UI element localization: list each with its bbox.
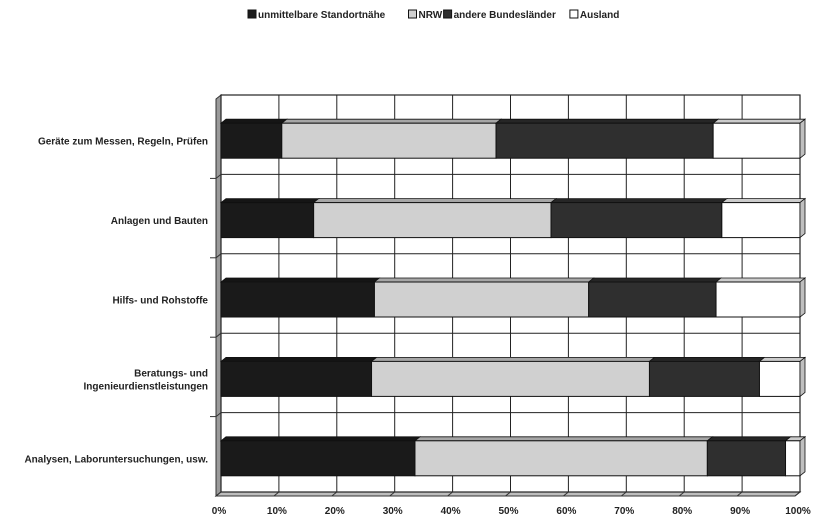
legend-label-andere-bundeslander: andere Bundesländer	[454, 10, 556, 21]
bar-group-analysen-laboruntersuchungen-usw	[219, 435, 807, 477]
bar-ausland-beratungs-und-ingenieurdienstleistungen-top	[758, 356, 807, 362]
bar-unmittelbare-standortnahe-analysen-laboruntersuchungen-usw-top	[219, 436, 422, 442]
bar-nrw-analysen-laboruntersuchungen-usw	[414, 440, 708, 477]
bar-ausland-analysen-laboruntersuchungen-usw	[785, 440, 801, 477]
x-tick-label: 70%	[614, 506, 634, 515]
bar-unmittelbare-standortnahe-gerate-zum-messen-regeln-prufen-top	[219, 118, 288, 124]
floor-gridline	[215, 491, 222, 497]
bar-nrw-gerate-zum-messen-regeln-prufen-top	[280, 118, 503, 124]
bar-unmittelbare-standortnahe-hilfs-und-rohstoffe	[220, 281, 375, 318]
legend-swatch-unmittelbare-standortnahe	[247, 9, 257, 19]
bars	[219, 118, 807, 477]
bar-ausland-anlagen-und-bauten	[721, 202, 801, 239]
legend: unmittelbare Standortnähe NRW andere Bunde…	[247, 9, 619, 21]
bar-andere-bundeslander-beratungs-und-ingenieurdienstleistungen	[648, 360, 760, 397]
x-tick-label: 90%	[730, 506, 750, 515]
bar-unmittelbare-standortnahe-anlagen-und-bauten	[220, 202, 315, 239]
category-label: Hilfs- und Rohstoffe	[112, 296, 208, 307]
bar-nrw-hilfs-und-rohstoffe	[373, 281, 590, 318]
bar-unmittelbare-standortnahe-beratungs-und-ingenieurdienstleistungen	[220, 360, 373, 397]
floor-gridline	[620, 491, 627, 497]
bar-ausland-hilfs-und-rohstoffe-top	[714, 277, 807, 283]
bar-ausland-gerate-zum-messen-regeln-prufen	[712, 122, 801, 159]
bar-end-analysen-laboruntersuchungen-usw	[799, 435, 806, 477]
bar-nrw-gerate-zum-messen-regeln-prufen	[281, 122, 497, 159]
bar-unmittelbare-standortnahe-anlagen-und-bauten-top	[219, 198, 320, 204]
bar-ausland-anlagen-und-bauten-top	[720, 198, 807, 204]
bar-andere-bundeslander-analysen-laboruntersuchungen-usw-top	[706, 436, 792, 442]
bar-end-beratungs-und-ingenieurdienstleistungen	[799, 356, 806, 398]
category-label: Analysen, Laboruntersuchungen, usw.	[24, 454, 208, 465]
wall-gridline	[215, 332, 222, 338]
bar-group-anlagen-und-bauten	[219, 197, 807, 239]
bar-ausland-gerate-zum-messen-regeln-prufen-top	[712, 118, 807, 124]
x-tick-label: 10%	[267, 506, 287, 515]
bar-group-gerate-zum-messen-regeln-prufen	[219, 118, 807, 160]
bar-nrw-analysen-laboruntersuchungen-usw-top	[413, 436, 714, 442]
legend-swatch-nrw	[408, 9, 417, 19]
wall-gridline	[215, 174, 222, 179]
bar-ausland-beratungs-und-ingenieurdienstleistungen	[758, 360, 801, 397]
bar-end-anlagen-und-bauten	[799, 197, 806, 239]
x-tick-label: 30%	[383, 506, 403, 515]
bar-andere-bundeslander-hilfs-und-rohstoffe	[588, 281, 717, 318]
legend-swatch-ausland	[569, 9, 579, 19]
bar-unmittelbare-standortnahe-gerate-zum-messen-regeln-prufen	[220, 122, 283, 159]
bar-end-hilfs-und-rohstoffe	[799, 277, 806, 318]
x-tick-label: 100%	[785, 506, 811, 515]
left-wall	[215, 93, 222, 498]
bar-andere-bundeslander-anlagen-und-bauten-top	[549, 198, 728, 204]
x-tick-label: 40%	[441, 506, 461, 515]
floor-gridline	[794, 491, 801, 497]
bar-andere-bundeslander-gerate-zum-messen-regeln-prufen-top	[494, 118, 720, 124]
legend-label-unmittelbare-standortnahe: unmittelbare Standortnähe	[258, 10, 386, 21]
category-label: Anlagen und Bauten	[111, 216, 208, 227]
x-tick-label: 60%	[556, 506, 576, 515]
floor-gridline	[273, 491, 280, 497]
wall-gridline	[215, 253, 222, 259]
floor-gridline	[447, 491, 453, 497]
floor-gridline	[389, 491, 396, 497]
bar-andere-bundeslander-analysen-laboruntersuchungen-usw	[706, 440, 787, 477]
bar-unmittelbare-standortnahe-hilfs-und-rohstoffe-top	[219, 277, 381, 283]
bar-nrw-beratungs-und-ingenieurdienstleistungen	[371, 360, 650, 397]
legend-label-nrw: NRW	[419, 10, 443, 21]
category-label: Beratungs- und Ingenieurdienstleistungen	[84, 368, 208, 392]
bar-nrw-anlagen-und-bauten	[313, 202, 552, 239]
bar-nrw-anlagen-und-bauten-top	[312, 198, 558, 204]
legend-label-ausland: Ausland	[580, 10, 619, 21]
category-labels: Geräte zum Messen, Regeln, Prüfen Anlagen…	[24, 137, 208, 466]
bar-group-hilfs-und-rohstoffe	[219, 277, 807, 318]
bar-group-beratungs-und-ingenieurdienstleistungen	[219, 356, 807, 398]
floor-gridline	[736, 491, 743, 497]
x-tick-label: 20%	[325, 506, 345, 515]
x-tick-label: 50%	[498, 506, 518, 515]
floor-gridline	[678, 491, 685, 497]
bar-andere-bundeslander-hilfs-und-rohstoffe-top	[587, 277, 723, 283]
bar-ausland-hilfs-und-rohstoffe	[715, 281, 801, 318]
bar-end-gerate-zum-messen-regeln-prufen	[799, 118, 806, 160]
wall-gridline	[215, 412, 222, 417]
x-tick-labels: 0% 10% 20% 30% 40% 50% 60% 70% 80% 90% 100%	[212, 506, 811, 515]
bar-andere-bundeslander-gerate-zum-messen-regeln-prufen	[495, 122, 714, 159]
bar-nrw-hilfs-und-rohstoffe-top	[373, 277, 595, 283]
bar-unmittelbare-standortnahe-analysen-laboruntersuchungen-usw	[220, 440, 416, 477]
bar-unmittelbare-standortnahe-beratungs-und-ingenieurdienstleistungen-top	[219, 356, 378, 362]
legend-swatch-andere-bundeslander	[443, 9, 453, 19]
bar-andere-bundeslander-beratungs-und-ingenieurdienstleistungen-top	[648, 356, 766, 362]
floor-gridline	[563, 491, 569, 497]
bar-andere-bundeslander-anlagen-und-bauten	[550, 202, 723, 239]
x-tick-label: 80%	[672, 506, 692, 515]
floor-gridline	[331, 491, 338, 497]
bar-nrw-beratungs-und-ingenieurdienstleistungen-top	[370, 356, 656, 362]
category-label: Geräte zum Messen, Regeln, Prüfen	[38, 137, 208, 148]
floor-gridline	[505, 491, 511, 497]
x-tick-label: 0%	[212, 506, 227, 515]
